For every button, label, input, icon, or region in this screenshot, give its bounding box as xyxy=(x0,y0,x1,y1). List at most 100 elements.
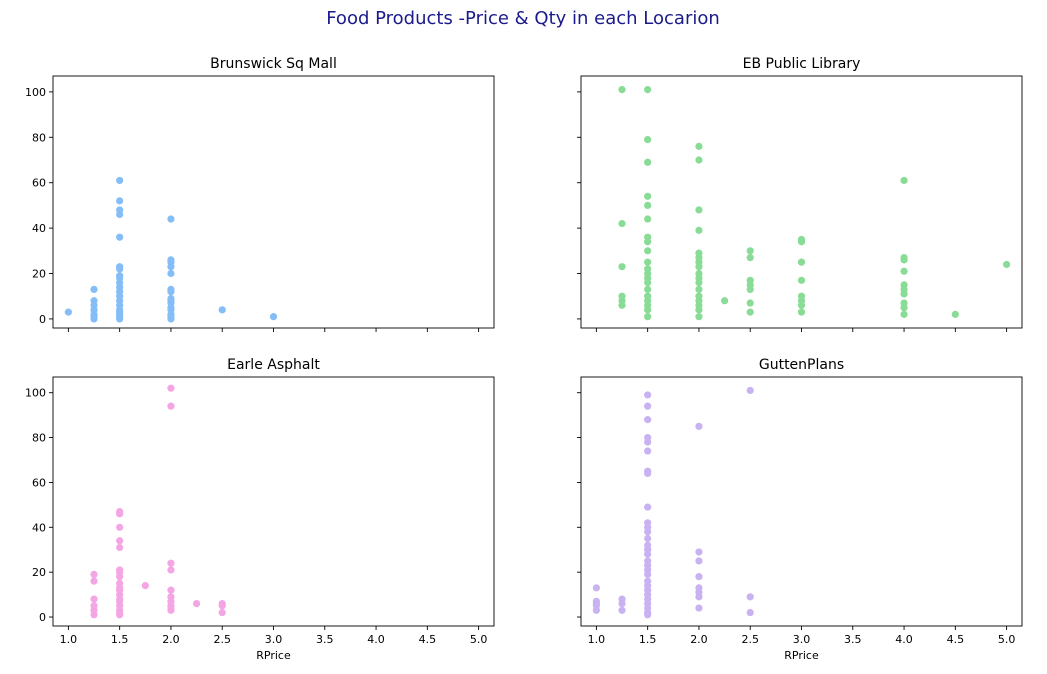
data-point xyxy=(618,301,626,309)
data-point xyxy=(797,258,806,266)
x-tick-label: 3.5 xyxy=(316,633,334,646)
data-point xyxy=(167,315,175,323)
x-tick-label: 3.0 xyxy=(793,633,811,646)
data-point xyxy=(644,285,652,294)
y-tick-label: 40 xyxy=(32,222,46,235)
data-point xyxy=(167,288,175,296)
x-tick-label: 4.5 xyxy=(947,633,965,646)
data-point xyxy=(644,192,652,200)
x-tick-label: 1.0 xyxy=(588,633,606,646)
x-tick-label: 2.0 xyxy=(690,633,708,646)
data-point xyxy=(644,313,652,321)
data-point xyxy=(90,611,98,619)
data-point xyxy=(720,297,729,305)
x-axis-label: RPrice xyxy=(784,649,819,662)
data-point xyxy=(167,566,175,574)
data-point xyxy=(797,276,806,284)
data-point xyxy=(746,593,754,601)
data-point xyxy=(644,258,652,266)
subplot-title: Brunswick Sq Mall xyxy=(210,56,337,72)
data-point xyxy=(116,315,124,323)
data-point xyxy=(746,386,754,395)
subplot-title: EB Public Library xyxy=(743,56,861,72)
data-point xyxy=(218,306,226,314)
y-tick-label: 80 xyxy=(32,432,46,445)
data-point xyxy=(116,523,124,531)
x-tick-label: 4.5 xyxy=(419,633,437,646)
data-point xyxy=(644,86,652,94)
x-tick-label: 1.0 xyxy=(60,633,78,646)
data-point xyxy=(644,278,652,287)
subplot-2: EB Public Library xyxy=(577,56,1023,332)
data-point xyxy=(167,384,175,392)
data-point xyxy=(900,310,908,318)
x-axis-label: RPrice xyxy=(256,649,291,662)
data-point xyxy=(618,599,626,608)
y-tick-label: 80 xyxy=(32,131,46,144)
x-tick-label: 1.5 xyxy=(111,633,129,646)
data-point xyxy=(90,570,98,579)
data-point xyxy=(951,310,959,318)
subplot-3: Earle Asphalt 0 20 40 60 80 100 1.0 1.5 2.0 2.5 3.0… xyxy=(25,357,495,662)
data-point xyxy=(695,306,703,314)
data-point xyxy=(90,595,98,603)
data-point xyxy=(644,534,652,543)
data-point xyxy=(695,263,703,271)
data-point xyxy=(167,402,175,410)
data-point xyxy=(900,290,908,298)
data-point xyxy=(644,438,652,446)
data-point xyxy=(644,247,652,255)
y-tick-label: 20 xyxy=(32,268,46,281)
data-point xyxy=(116,573,124,581)
data-point xyxy=(746,608,754,617)
subplot-1: Brunswick Sq Mall 0 20 40 60 80 100 xyxy=(25,56,495,332)
data-point xyxy=(695,142,703,150)
data-point xyxy=(644,201,652,210)
data-point xyxy=(797,308,806,316)
data-point xyxy=(90,315,98,323)
data-point xyxy=(618,219,626,228)
data-point xyxy=(695,593,703,601)
y-tick-label: 60 xyxy=(32,177,46,190)
data-point xyxy=(644,503,652,511)
data-point xyxy=(695,278,703,287)
data-point xyxy=(618,86,626,94)
x-tick-label: 1.5 xyxy=(639,633,657,646)
data-point xyxy=(116,197,124,205)
data-point xyxy=(695,548,703,556)
data-point xyxy=(116,176,124,185)
subplot-title: Earle Asphalt xyxy=(227,357,320,373)
data-point xyxy=(746,254,754,262)
data-point xyxy=(618,606,626,614)
data-point xyxy=(116,265,124,273)
data-point xyxy=(644,447,652,455)
y-tick-label: 20 xyxy=(32,566,46,579)
y-tick-label: 100 xyxy=(25,387,46,400)
x-tick-label: 2.5 xyxy=(741,633,759,646)
data-point xyxy=(167,586,175,594)
data-point xyxy=(746,285,754,294)
data-point xyxy=(167,269,175,278)
x-tick-label: 4.0 xyxy=(367,633,385,646)
data-point xyxy=(192,599,201,608)
data-point xyxy=(116,611,124,619)
data-point xyxy=(695,557,703,565)
x-tick-label: 5.0 xyxy=(998,633,1016,646)
data-point xyxy=(116,510,124,518)
x-tick-label: 2.0 xyxy=(162,633,180,646)
data-point xyxy=(644,215,652,223)
data-point xyxy=(644,238,652,246)
data-point xyxy=(695,226,703,234)
x-tick-label: 3.0 xyxy=(265,633,283,646)
data-point xyxy=(797,238,806,246)
data-point xyxy=(644,158,652,166)
data-point xyxy=(644,306,652,314)
data-point xyxy=(746,299,754,307)
x-tick-label: 2.5 xyxy=(213,633,231,646)
data-point xyxy=(695,604,703,612)
data-point xyxy=(116,543,124,552)
data-point xyxy=(797,301,806,309)
data-point xyxy=(167,559,175,567)
